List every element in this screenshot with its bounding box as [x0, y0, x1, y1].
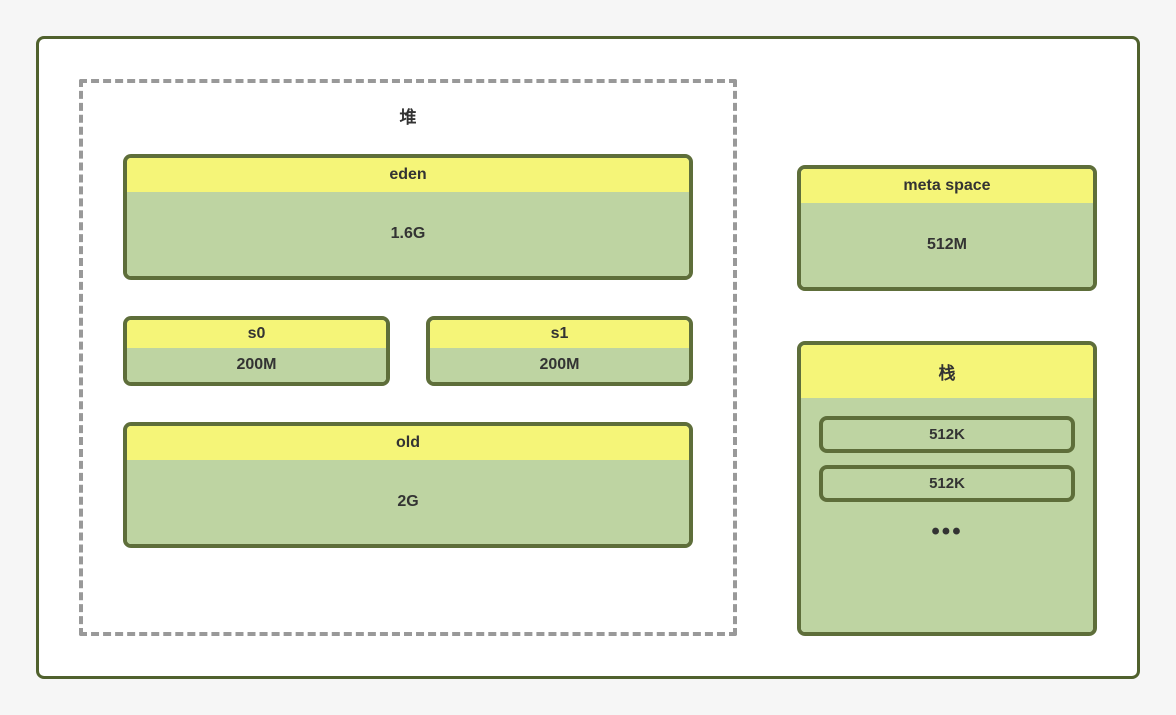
stack-frame-1: 512K	[819, 465, 1075, 502]
survivor-row: s0 200M s1 200M	[123, 316, 693, 386]
old-block: old 2G	[123, 422, 693, 548]
heap-title: 堆	[123, 103, 693, 128]
s1-size: 200M	[430, 348, 689, 382]
stack-body: 512K 512K •••	[801, 398, 1093, 632]
stack-block: 栈 512K 512K •••	[797, 341, 1097, 636]
jvm-memory-diagram: 堆 eden 1.6G s0 200M s1 200M old 2G meta …	[36, 36, 1140, 679]
heap-region: 堆 eden 1.6G s0 200M s1 200M old 2G	[79, 79, 737, 636]
old-label: old	[127, 426, 689, 460]
s0-label: s0	[127, 320, 386, 348]
eden-label: eden	[127, 158, 689, 192]
s1-label: s1	[430, 320, 689, 348]
stack-ellipsis: •••	[931, 518, 962, 546]
stack-label: 栈	[801, 345, 1093, 398]
s1-block: s1 200M	[426, 316, 693, 386]
s0-size: 200M	[127, 348, 386, 382]
metaspace-label: meta space	[801, 169, 1093, 203]
right-column: meta space 512M 栈 512K 512K •••	[797, 79, 1097, 636]
eden-size: 1.6G	[127, 192, 689, 276]
old-size: 2G	[127, 460, 689, 544]
metaspace-block: meta space 512M	[797, 165, 1097, 291]
s0-block: s0 200M	[123, 316, 390, 386]
stack-frame-0: 512K	[819, 416, 1075, 453]
metaspace-size: 512M	[801, 203, 1093, 287]
eden-block: eden 1.6G	[123, 154, 693, 280]
